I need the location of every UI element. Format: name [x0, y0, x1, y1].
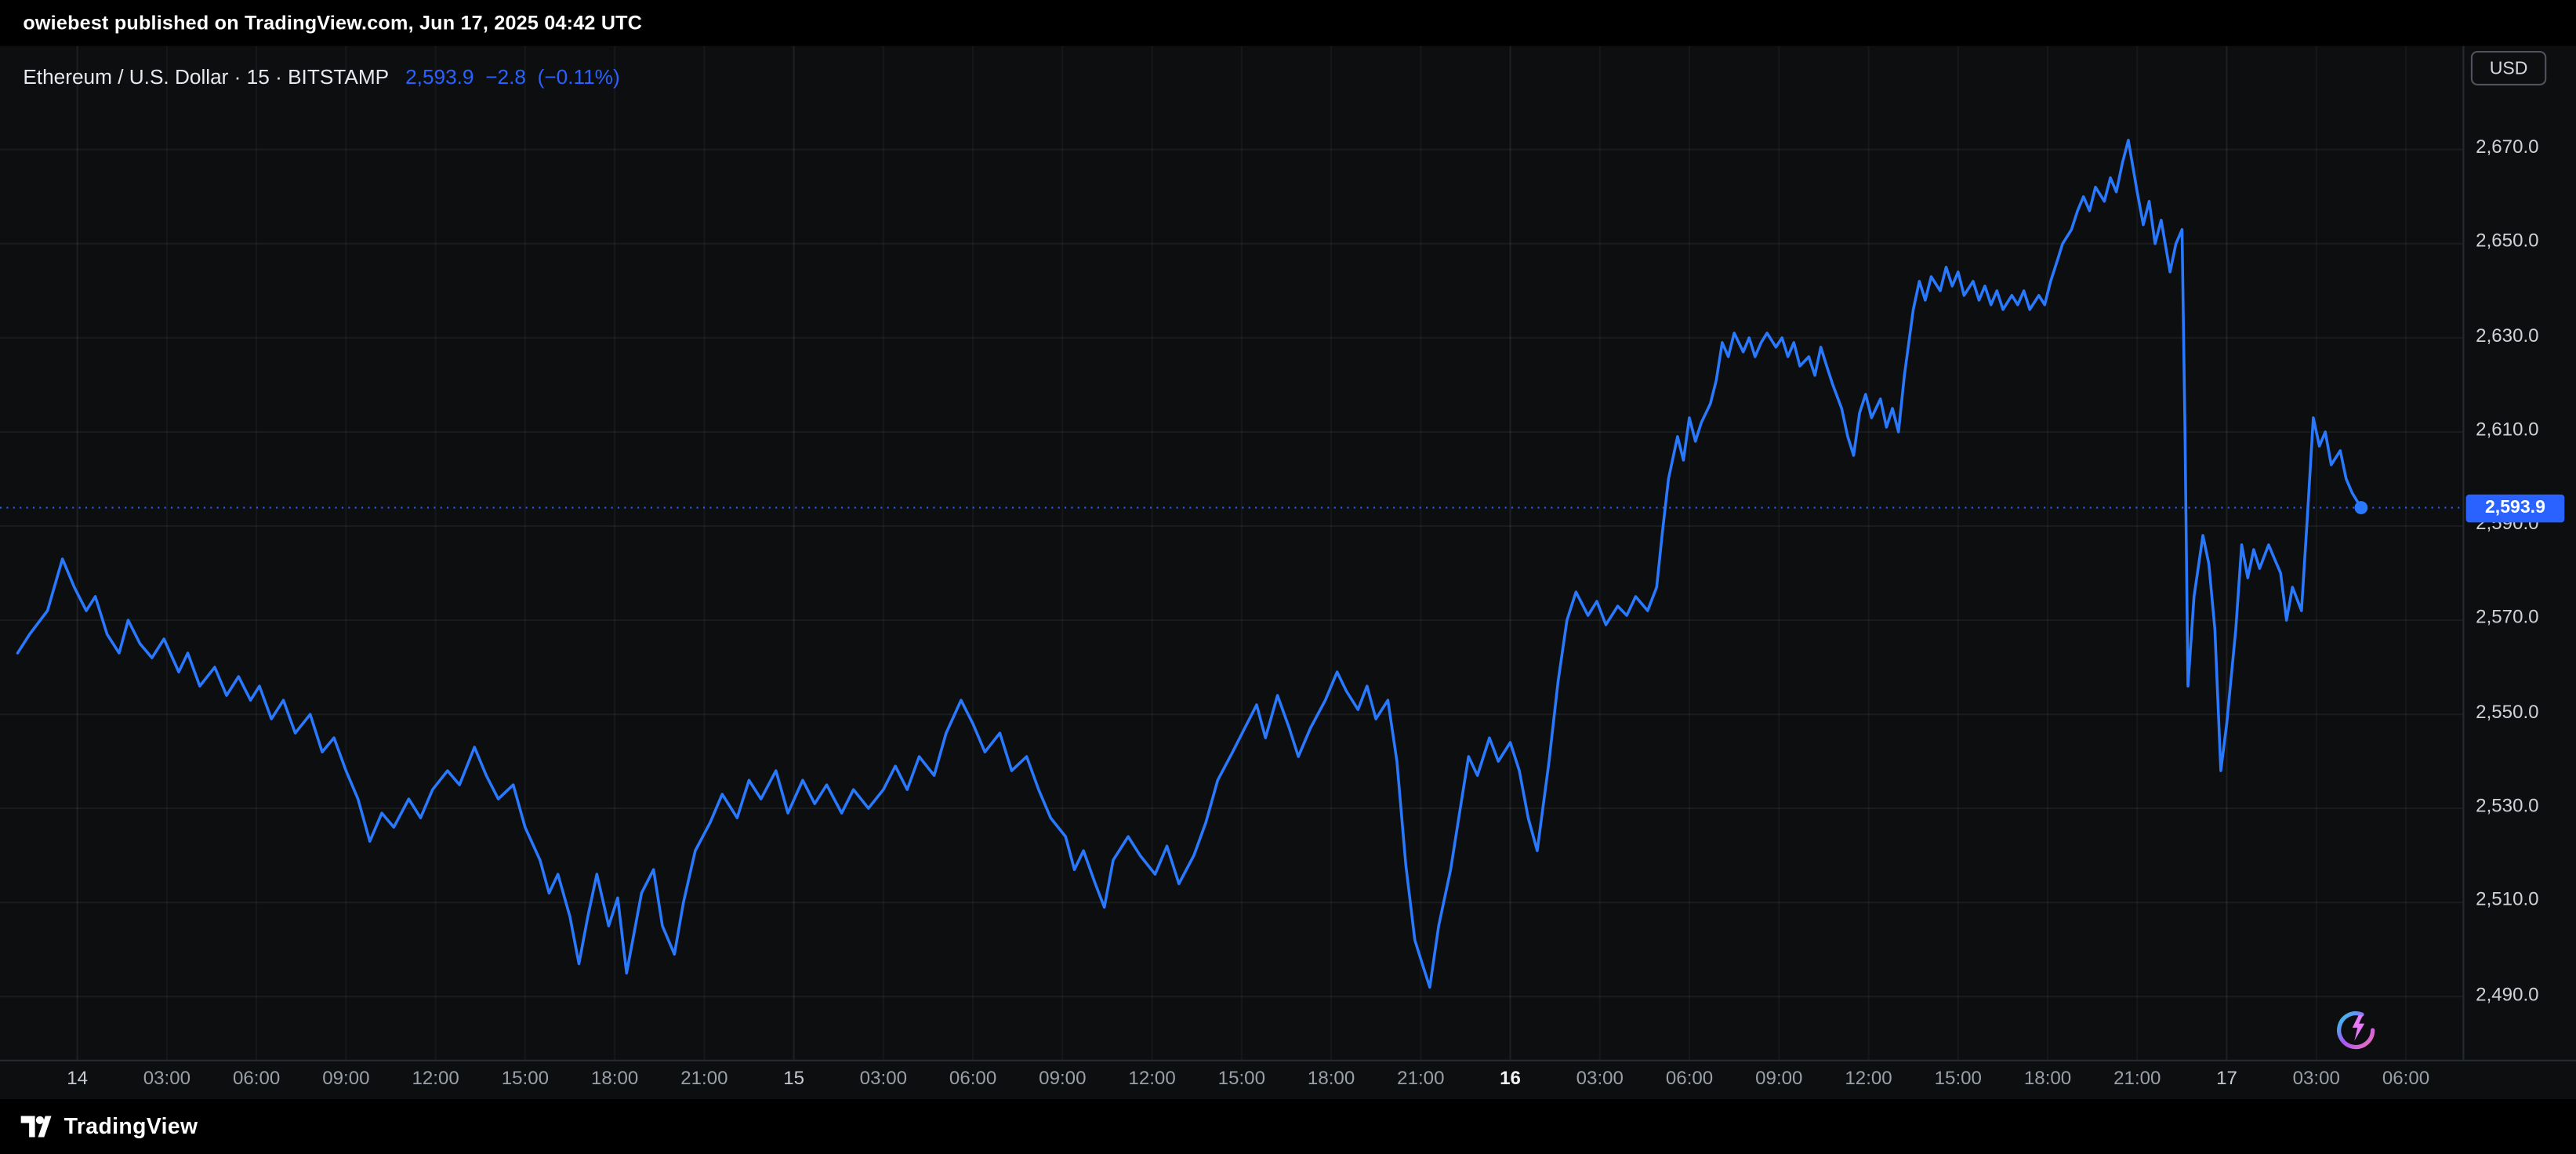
price-tick-label: 2,550.0 — [2476, 702, 2539, 723]
price-tick-label: 2,610.0 — [2476, 420, 2539, 441]
price-tick-label: 2,630.0 — [2476, 326, 2539, 347]
legend-values: 2,593.9 −2.8 (−0.11%) — [405, 66, 620, 89]
time-tick-label: 15:00 — [1934, 1069, 1982, 1090]
time-tick-label: 03:00 — [859, 1069, 908, 1090]
time-tick-label: 03:00 — [143, 1069, 191, 1090]
currency-button[interactable]: USD — [2470, 50, 2547, 85]
chart-container: Ethereum / U.S. Dollar · 15 · BITSTAMP 2… — [0, 45, 2576, 1099]
price-tick-label: 2,490.0 — [2476, 985, 2539, 1005]
tradingview-link[interactable]: TradingView — [20, 1112, 198, 1139]
time-tick-label: 12:00 — [1128, 1069, 1176, 1090]
time-tick-label: 06:00 — [949, 1069, 997, 1090]
tradingview-brand-text: TradingView — [63, 1112, 198, 1138]
attribution-text: owiebest published on TradingView.com, J… — [23, 11, 643, 35]
plot-svg[interactable] — [0, 45, 2463, 1060]
attribution-bar: owiebest published on TradingView.com, J… — [0, 0, 2576, 46]
time-tick-label: 06:00 — [2382, 1069, 2430, 1090]
time-tick-day-label: 17 — [2216, 1069, 2237, 1090]
time-tick-label: 03:00 — [2292, 1069, 2340, 1090]
time-tick-label: 18:00 — [2023, 1069, 2072, 1090]
time-tick-label: 15:00 — [501, 1069, 550, 1090]
tradingview-logo-icon — [20, 1116, 52, 1138]
time-tick-label: 15:00 — [1217, 1069, 1265, 1090]
price-tick-label: 2,650.0 — [2476, 232, 2539, 252]
flash-icon[interactable] — [2331, 1006, 2381, 1055]
time-tick-label: 18:00 — [590, 1069, 639, 1090]
footer-bar: TradingView — [0, 1097, 2576, 1154]
chart-legend: Ethereum / U.S. Dollar · 15 · BITSTAMP 2… — [23, 66, 619, 89]
time-tick-label: 06:00 — [232, 1069, 281, 1090]
symbol-title[interactable]: Ethereum / U.S. Dollar · 15 · BITSTAMP — [23, 65, 390, 89]
time-tick-label: 12:00 — [412, 1069, 459, 1090]
time-tick-day-label: 16 — [1500, 1069, 1521, 1090]
price-change-percent: (−0.11%) — [537, 65, 620, 89]
flash-swirl-icon — [2337, 1011, 2375, 1050]
time-tick-day-label: 15 — [783, 1069, 805, 1090]
time-tick-label: 09:00 — [322, 1069, 370, 1090]
time-tick-label: 06:00 — [1665, 1069, 1714, 1090]
time-tick-label: 21:00 — [1397, 1069, 1445, 1090]
time-tick-day-label: 14 — [67, 1069, 89, 1090]
time-tick-label: 21:00 — [2113, 1069, 2161, 1090]
price-tick-label: 2,570.0 — [2476, 608, 2539, 629]
time-axis[interactable]: 14 03:00 06:00 09:00 12:00 15:00 18:00 21:00 15 0… — [0, 1059, 2576, 1099]
price-tick-label: 2,510.0 — [2476, 891, 2539, 911]
time-tick-label: 18:00 — [1307, 1069, 1355, 1090]
current-price-tag: 2,593.9 — [2465, 493, 2565, 522]
time-tick-label: 09:00 — [1039, 1069, 1087, 1090]
chart-pane[interactable]: Ethereum / U.S. Dollar · 15 · BITSTAMP 2… — [0, 45, 2465, 1060]
last-price-value: 2,593.9 — [405, 65, 474, 89]
time-tick-label: 21:00 — [680, 1069, 728, 1090]
price-axis[interactable]: USD 2,670.0 2,650.0 2,630.0 2,610.0 2,590.0 2… — [2464, 45, 2576, 1060]
time-tick-label: 03:00 — [1576, 1069, 1624, 1090]
price-change-value: −2.8 — [485, 65, 526, 89]
time-tick-label: 09:00 — [1755, 1069, 1803, 1090]
price-tick-label: 2,530.0 — [2476, 797, 2539, 817]
time-tick-label: 12:00 — [1845, 1069, 1892, 1090]
price-tick-label: 2,670.0 — [2476, 138, 2539, 158]
